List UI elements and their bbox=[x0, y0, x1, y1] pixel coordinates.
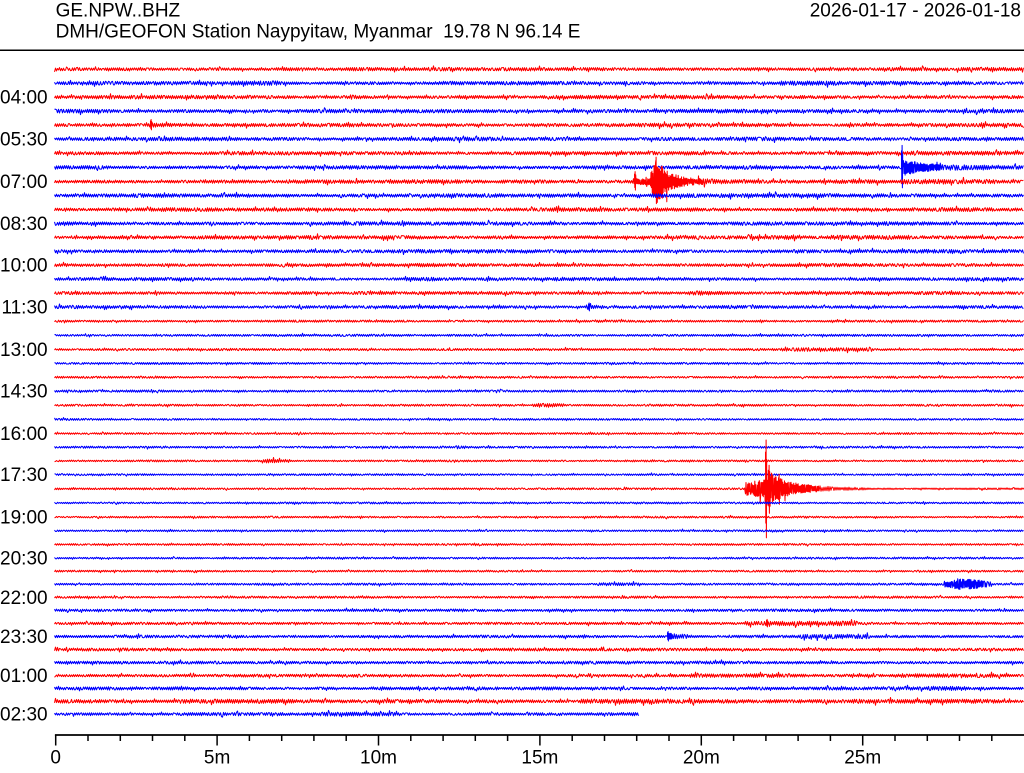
svg-text:10:00: 10:00 bbox=[0, 256, 48, 277]
svg-text:22:00: 22:00 bbox=[0, 588, 48, 609]
svg-text:5m: 5m bbox=[204, 747, 230, 768]
svg-text:13:00: 13:00 bbox=[0, 340, 48, 361]
svg-text:25m: 25m bbox=[844, 747, 881, 768]
svg-text:10m: 10m bbox=[360, 747, 397, 768]
svg-text:07:00: 07:00 bbox=[0, 172, 48, 193]
svg-text:DMH/GEOFON Station Naypyitaw,: DMH/GEOFON Station Naypyitaw, Myanmar 19… bbox=[56, 22, 581, 43]
svg-text:GE.NPW..BHZ: GE.NPW..BHZ bbox=[56, 0, 181, 21]
svg-text:04:00: 04:00 bbox=[0, 88, 48, 109]
svg-text:08:30: 08:30 bbox=[0, 214, 48, 235]
svg-text:15m: 15m bbox=[521, 747, 558, 768]
svg-text:16:00: 16:00 bbox=[0, 424, 48, 445]
svg-text:17:30: 17:30 bbox=[0, 465, 48, 486]
svg-text:23:30: 23:30 bbox=[0, 627, 48, 648]
svg-text:20:30: 20:30 bbox=[0, 549, 48, 570]
svg-text:05:30: 05:30 bbox=[0, 130, 48, 151]
svg-text:11:30: 11:30 bbox=[1, 298, 47, 319]
svg-text:01:00: 01:00 bbox=[0, 666, 48, 687]
svg-text:0: 0 bbox=[50, 747, 61, 768]
svg-text:20m: 20m bbox=[683, 747, 720, 768]
svg-text:02:30: 02:30 bbox=[0, 705, 48, 726]
svg-text:14:30: 14:30 bbox=[0, 382, 48, 403]
svg-text:2026-01-17 - 2026-01-18: 2026-01-17 - 2026-01-18 bbox=[810, 0, 1021, 21]
svg-text:19:00: 19:00 bbox=[0, 508, 48, 529]
